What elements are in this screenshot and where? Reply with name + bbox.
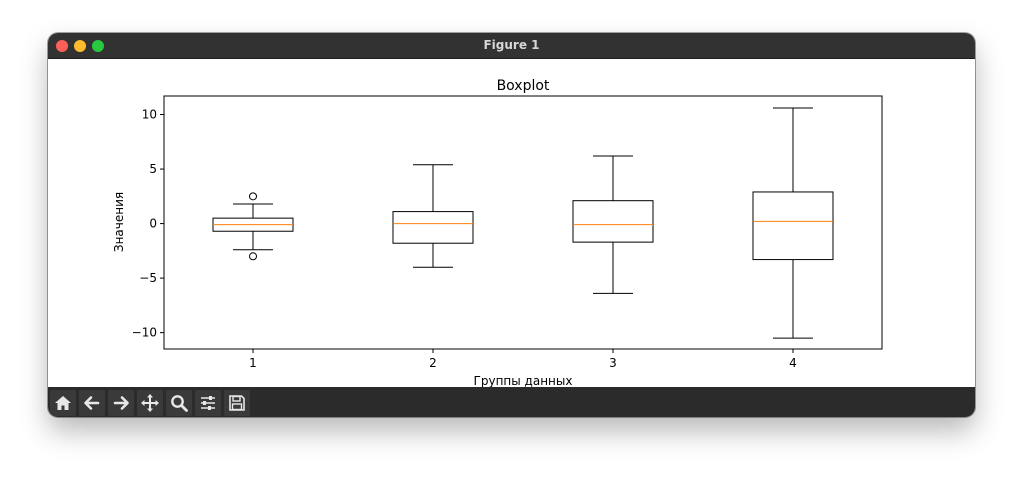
x-tick-label: 1 [249, 356, 257, 370]
y-tick-label: −10 [132, 326, 157, 340]
x-tick-label: 4 [789, 356, 797, 370]
box [572, 200, 654, 243]
figure-window: Figure 1 Boxplot −10 −5 0 5 10 1 2 3 4 Значения… [48, 33, 975, 417]
x-tick-label: 3 [609, 356, 617, 370]
magnifier-icon [171, 395, 188, 412]
y-axis-label: Значения [112, 192, 126, 252]
y-tick-label: −5 [139, 271, 157, 285]
configure-subplots-button[interactable] [195, 390, 221, 416]
y-tick-label: 0 [149, 217, 157, 231]
pan-button[interactable] [137, 390, 163, 416]
chart-title: Boxplot [497, 78, 550, 94]
close-window-button[interactable] [56, 40, 68, 52]
move-icon [141, 394, 159, 412]
save-button[interactable] [224, 390, 250, 416]
box-group-1 [212, 192, 294, 261]
zoom-window-button[interactable] [92, 40, 104, 52]
box-group-4 [752, 107, 834, 339]
box-group-2 [392, 164, 474, 268]
floppy-disk-icon [229, 395, 245, 411]
y-tick-label: 10 [142, 108, 157, 122]
boxes [212, 107, 834, 339]
arrow-right-icon [113, 396, 129, 410]
minimize-window-button[interactable] [74, 40, 86, 52]
navigation-toolbar [48, 387, 975, 417]
window-title: Figure 1 [483, 38, 540, 52]
y-tick-label: 5 [149, 162, 157, 176]
x-axis-label: Группы данных [474, 374, 573, 387]
x-tick-label: 2 [429, 356, 437, 370]
flier-point [249, 252, 257, 261]
flier-point [249, 192, 257, 201]
title-bar[interactable]: Figure 1 [48, 33, 975, 59]
box [752, 191, 834, 261]
arrow-left-icon [84, 396, 100, 410]
home-button[interactable] [50, 390, 76, 416]
x-axis: 1 2 3 4 [249, 349, 797, 370]
sliders-icon [201, 396, 215, 410]
boxplot-chart: Boxplot −10 −5 0 5 10 1 2 3 4 Значения Группы д… [112, 78, 883, 388]
back-button[interactable] [79, 390, 105, 416]
figure-canvas: Boxplot −10 −5 0 5 10 1 2 3 4 Значения Группы д… [48, 59, 975, 388]
zoom-button[interactable] [166, 390, 192, 416]
box-group-3 [572, 155, 654, 294]
plot-area [163, 95, 883, 350]
home-icon [55, 396, 71, 410]
y-axis: −10 −5 0 5 10 [132, 108, 164, 340]
forward-button[interactable] [108, 390, 134, 416]
box [392, 211, 474, 244]
